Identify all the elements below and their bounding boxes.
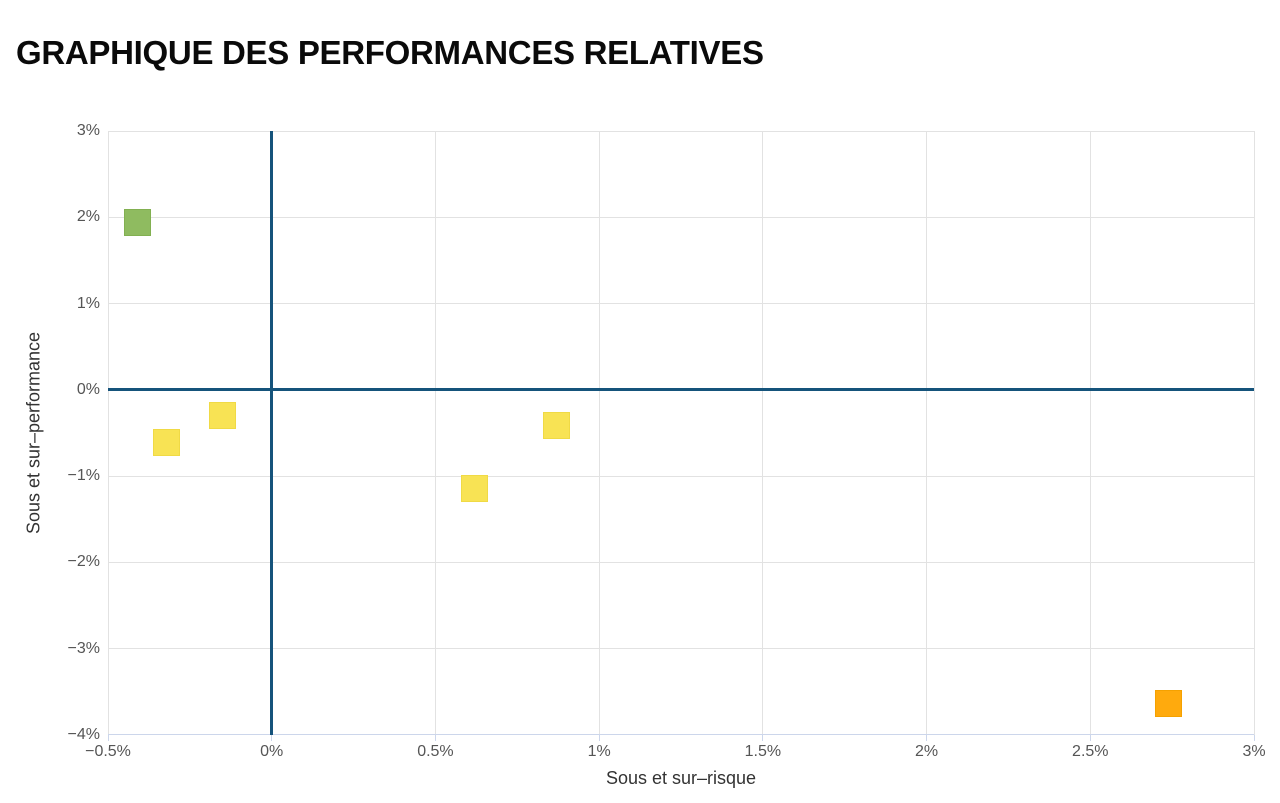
x-tick-label: 2.5% [1072, 743, 1109, 760]
x-gridline [762, 131, 764, 735]
x-gridline [1253, 131, 1255, 735]
x-tick-mark [271, 735, 273, 741]
x-gridline [926, 131, 928, 735]
x-tick-mark [1089, 735, 1091, 741]
x-tick-mark [1253, 735, 1255, 741]
zero-line-vertical [270, 131, 274, 735]
x-gridline [598, 131, 600, 735]
y-tick-label: −2% [67, 553, 100, 571]
x-tick-label: 1% [587, 743, 611, 760]
x-tick-mark [598, 735, 600, 741]
x-axis-line [108, 734, 1254, 735]
x-tick-mark [762, 735, 764, 741]
point-green[interactable] [123, 208, 151, 236]
y-tick-label: −3% [67, 639, 100, 657]
y-gridline [108, 303, 1254, 305]
y-tick-label: 1% [76, 294, 100, 312]
point-yellow-4[interactable] [543, 411, 571, 439]
x-tick-label: 1.5% [744, 743, 782, 760]
x-tick-mark [434, 735, 436, 741]
y-tick-label: 3% [76, 122, 100, 139]
y-axis-title: Sous et sur–performance [23, 331, 44, 535]
point-yellow-1[interactable] [153, 428, 181, 456]
y-tick-label: 0% [76, 380, 100, 398]
point-yellow-3[interactable] [461, 474, 489, 502]
y-gridline [108, 648, 1254, 650]
x-axis-title: Sous et sur–risque [605, 768, 757, 788]
y-gridline [108, 216, 1254, 218]
y-gridline [108, 130, 1254, 132]
y-gridline [108, 561, 1254, 563]
x-tick-mark [926, 735, 928, 741]
y-tick-label: −1% [67, 467, 100, 485]
x-tick-label: 3% [1242, 743, 1266, 760]
point-yellow-2[interactable] [209, 402, 237, 430]
x-tick-mark [107, 735, 109, 741]
x-gridline [107, 131, 109, 735]
y-gridline [108, 475, 1254, 477]
y-tick-label: −4% [67, 726, 100, 743]
zero-line-horizontal [108, 388, 1254, 392]
x-tick-label: 2% [915, 743, 939, 760]
x-tick-label: 0% [260, 743, 284, 760]
x-tick-label: 0.5% [417, 743, 454, 760]
x-tick-label: −0.5% [85, 743, 131, 760]
plot-area [107, 130, 1255, 741]
chart-title: GRAPHIQUE DES PERFORMANCES RELATIVES [16, 34, 764, 71]
point-orange[interactable] [1155, 689, 1183, 717]
y-tick-label: 2% [76, 208, 100, 226]
x-gridline [1089, 131, 1091, 735]
x-gridline [434, 131, 436, 735]
